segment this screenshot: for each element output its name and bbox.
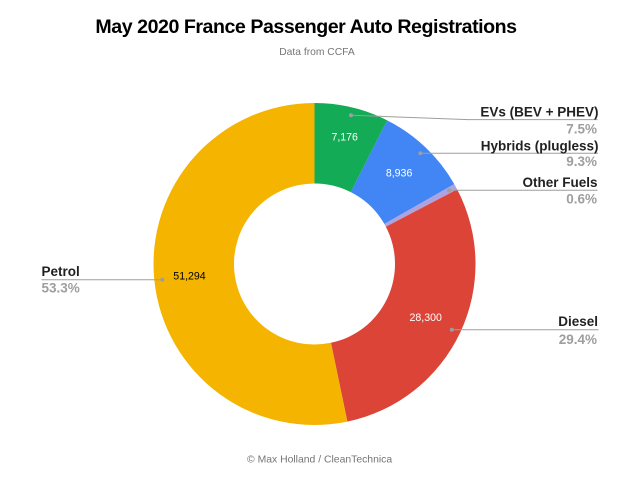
svg-text:7.5%: 7.5% bbox=[566, 121, 597, 136]
svg-text:51,294: 51,294 bbox=[173, 271, 206, 283]
svg-text:0.6%: 0.6% bbox=[566, 191, 597, 206]
svg-text:Data from CCFA: Data from CCFA bbox=[279, 47, 355, 58]
svg-text:EVs (BEV + PHEV): EVs (BEV + PHEV) bbox=[480, 104, 598, 119]
svg-text:28,300: 28,300 bbox=[409, 312, 442, 324]
svg-text:© Max Holland / CleanTechnica: © Max Holland / CleanTechnica bbox=[247, 455, 392, 466]
svg-text:29.4%: 29.4% bbox=[559, 332, 597, 347]
svg-text:May 2020 France Passenger Auto: May 2020 France Passenger Auto Registrat… bbox=[95, 16, 517, 38]
svg-text:53.3%: 53.3% bbox=[42, 281, 80, 296]
svg-text:8,936: 8,936 bbox=[386, 168, 413, 180]
svg-text:Diesel: Diesel bbox=[558, 314, 598, 329]
svg-text:Other Fuels: Other Fuels bbox=[522, 175, 597, 190]
svg-text:7,176: 7,176 bbox=[331, 131, 358, 143]
svg-text:Hybrids (plugless): Hybrids (plugless) bbox=[481, 139, 599, 154]
svg-text:Petrol: Petrol bbox=[42, 264, 80, 279]
svg-text:9.3%: 9.3% bbox=[566, 154, 597, 169]
